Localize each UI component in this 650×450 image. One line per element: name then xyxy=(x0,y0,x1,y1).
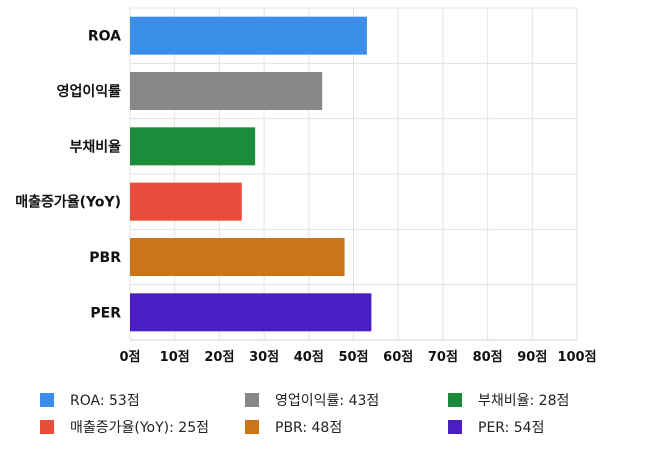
category-label-5: PER xyxy=(90,305,121,321)
legend-label-roa: ROA: 53점 xyxy=(70,393,140,409)
category-label-4: PBR xyxy=(89,250,121,266)
legend-item-operating-margin: 영업이익률: 43점 xyxy=(245,390,379,410)
x-tick-label-10: 100점 xyxy=(557,350,596,365)
x-tick-label-5: 50점 xyxy=(338,350,368,365)
legend-label-debt-ratio: 부채비율: 28점 xyxy=(478,393,570,409)
legend-swatch-per xyxy=(448,420,462,434)
x-tick-label-0: 0점 xyxy=(119,350,140,365)
x-tick-label-2: 20점 xyxy=(204,350,234,365)
legend-swatch-operating-margin xyxy=(245,393,259,407)
x-tick-label-9: 90점 xyxy=(517,350,547,365)
x-tick-label-4: 40점 xyxy=(294,350,324,365)
bar-5 xyxy=(130,293,372,332)
bar-1 xyxy=(130,72,323,110)
legend-item-roa: ROA: 53점 xyxy=(40,390,140,410)
x-tick-label-6: 60점 xyxy=(383,350,413,365)
legend-item-debt-ratio: 부채비율: 28점 xyxy=(448,390,569,410)
legend-item-revenue-growth: 매출증가율(YoY): 25점 xyxy=(40,417,209,437)
bar-2 xyxy=(130,127,256,166)
legend-swatch-roa xyxy=(40,393,54,407)
bar-3 xyxy=(130,182,242,221)
legend-swatch-pbr xyxy=(245,420,259,434)
x-tick-label-1: 10점 xyxy=(160,350,190,365)
category-label-1: 영업이익률 xyxy=(57,83,122,100)
legend-swatch-revenue-growth xyxy=(40,420,54,434)
category-label-3: 매출증가율(YoY) xyxy=(15,194,121,211)
legend-swatch-debt-ratio xyxy=(448,393,462,407)
legend-label-pbr: PBR: 48점 xyxy=(275,420,343,436)
category-label-0: ROA xyxy=(88,29,121,45)
legend-label-per: PER: 54점 xyxy=(478,420,545,436)
x-tick-label-7: 70점 xyxy=(428,350,458,365)
bar-0 xyxy=(130,16,367,55)
legend-item-pbr: PBR: 48점 xyxy=(245,417,342,437)
legend-label-operating-margin: 영업이익률: 43점 xyxy=(275,393,380,409)
x-tick-label-8: 80점 xyxy=(473,350,503,365)
legend-item-per: PER: 54점 xyxy=(448,417,544,437)
bar-4 xyxy=(130,238,345,276)
legend-label-revenue-growth: 매출증가율(YoY): 25점 xyxy=(70,420,209,436)
x-tick-label-3: 30점 xyxy=(249,350,279,365)
category-label-2: 부채비율 xyxy=(69,138,121,155)
